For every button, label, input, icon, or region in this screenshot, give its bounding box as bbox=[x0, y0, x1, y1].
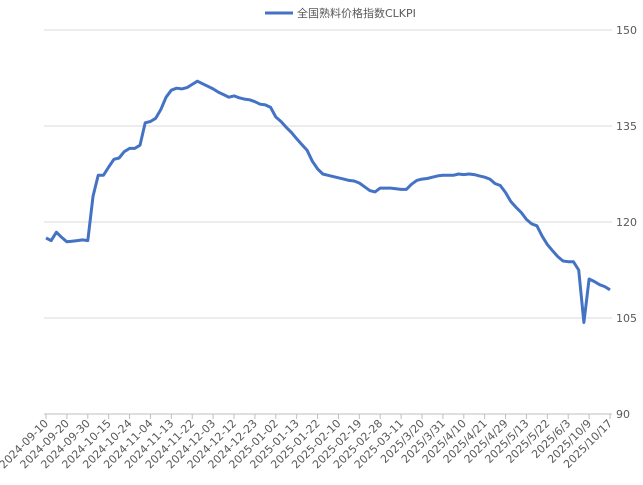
y-tick-label: 90 bbox=[616, 408, 630, 421]
y-tick-label: 150 bbox=[616, 24, 637, 37]
y-tick-label: 135 bbox=[616, 120, 637, 133]
y-tick-label: 105 bbox=[616, 312, 637, 325]
line-series bbox=[45, 79, 611, 324]
y-tick-label: 120 bbox=[616, 216, 637, 229]
legend-label: 全国熟料价格指数CLKPI bbox=[297, 6, 416, 20]
